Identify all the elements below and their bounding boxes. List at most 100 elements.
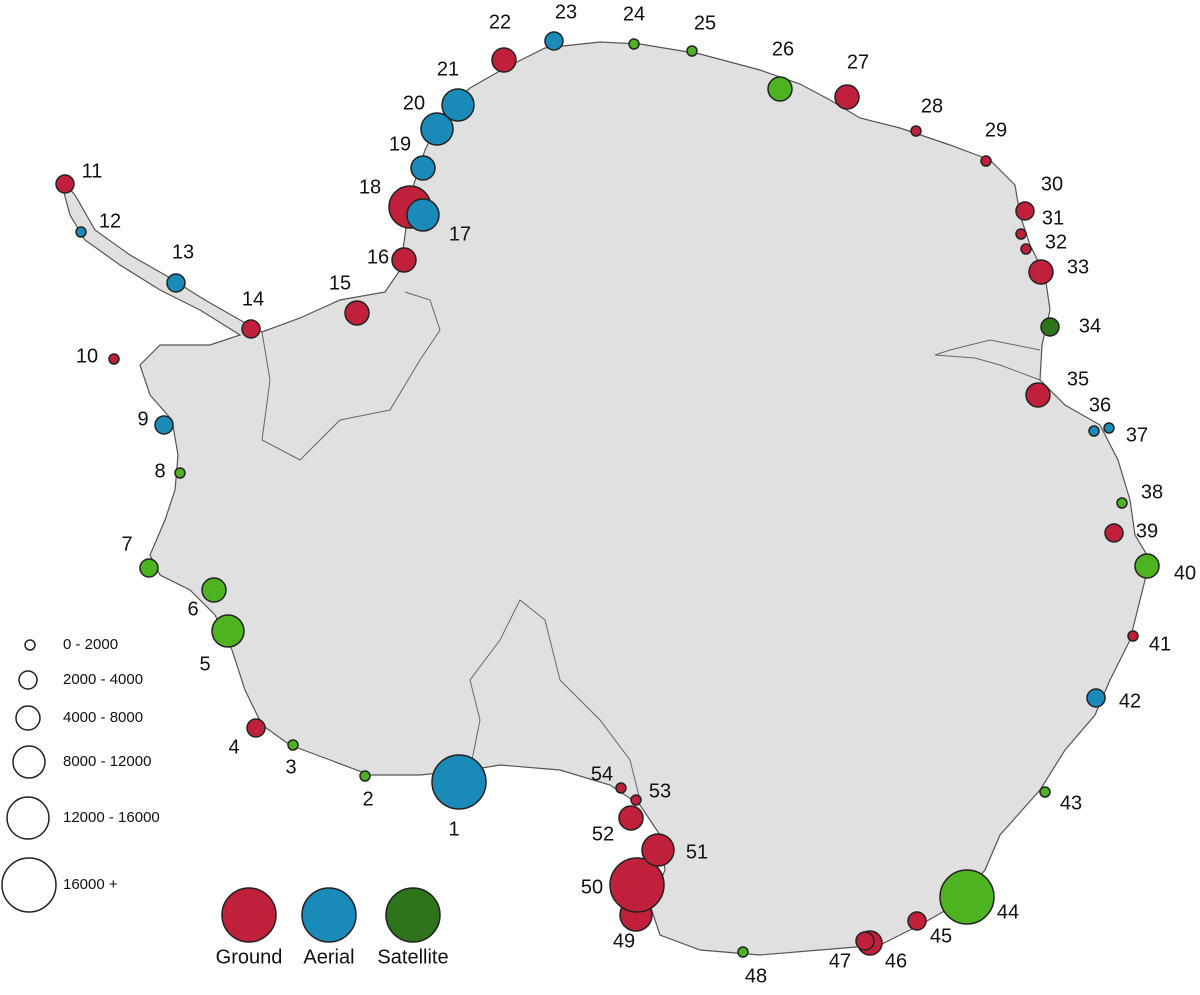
colony-label: 46 — [885, 950, 907, 972]
colony-marker — [108, 353, 120, 365]
colony-marker — [1040, 317, 1060, 337]
colony-marker — [609, 857, 665, 913]
size-legend-label: 4000 - 8000 — [63, 709, 143, 726]
colony-marker — [980, 155, 992, 167]
ice-shelf-outline — [261, 291, 441, 461]
colony-label: 3 — [285, 756, 296, 778]
size-legend-label: 12000 - 16000 — [63, 809, 160, 826]
colony-label: 48 — [745, 965, 767, 987]
colony-label: 15 — [329, 272, 351, 294]
colony-label: 18 — [359, 176, 381, 198]
colony-marker — [420, 112, 454, 146]
colony-label: 50 — [581, 876, 603, 898]
colony-marker — [544, 31, 564, 51]
ice-shelf-outline — [469, 599, 641, 801]
colony-label: 11 — [82, 160, 103, 182]
colony-label: 26 — [772, 38, 794, 60]
colony-marker — [166, 273, 186, 293]
colony-label: 47 — [829, 950, 851, 972]
colony-label: 7 — [121, 533, 132, 555]
colony-label: 43 — [1060, 792, 1082, 814]
colony-label: 16 — [367, 246, 389, 268]
colony-label: 41 — [1149, 633, 1171, 655]
colony-label: 19 — [389, 133, 411, 155]
colony-label: 1 — [448, 818, 459, 840]
colony-marker — [1028, 259, 1054, 285]
colony-marker — [1025, 382, 1051, 408]
colony-label: 45 — [930, 925, 952, 947]
size-legend-circle — [15, 705, 41, 731]
colony-label: 4 — [228, 736, 239, 758]
colony-marker — [737, 946, 749, 958]
colony-marker — [75, 226, 87, 238]
colony-label: 25 — [694, 12, 716, 34]
colony-marker — [910, 125, 922, 137]
colony-marker — [615, 782, 627, 794]
colony-marker — [834, 84, 860, 110]
colony-label: 42 — [1119, 690, 1141, 712]
colony-label: 54 — [591, 763, 613, 785]
size-legend-label: 8000 - 12000 — [63, 753, 151, 770]
colony-label: 2 — [362, 788, 373, 810]
colony-label: 13 — [172, 241, 194, 263]
colony-label: 8 — [154, 460, 165, 482]
colony-marker — [154, 415, 174, 435]
colony-label: 40 — [1174, 562, 1196, 584]
colony-marker — [211, 614, 245, 648]
size-legend-label: 2000 - 4000 — [63, 671, 143, 688]
colony-label: 27 — [847, 51, 869, 73]
colony-label: 9 — [137, 408, 148, 430]
colony-label: 14 — [242, 288, 264, 310]
colony-marker — [410, 155, 436, 181]
colony-label: 51 — [686, 841, 708, 863]
method-legend-label: Aerial — [303, 946, 354, 968]
colony-label: 30 — [1041, 173, 1063, 195]
colony-marker — [1039, 786, 1051, 798]
colony-marker — [246, 718, 266, 738]
size-legend-circle — [18, 670, 38, 690]
colony-label: 6 — [187, 598, 198, 620]
colony-marker — [1088, 425, 1100, 437]
colony-label: 33 — [1067, 256, 1089, 278]
colony-marker — [201, 577, 227, 603]
colony-marker — [767, 76, 793, 102]
method-legend-label: Ground — [216, 946, 283, 968]
ice-shelf-outline — [934, 339, 1041, 381]
colony-label: 31 — [1042, 207, 1064, 229]
colony-label: 34 — [1079, 315, 1101, 337]
size-legend-label: 16000 + — [63, 876, 118, 893]
colony-label: 23 — [555, 1, 577, 23]
colony-label: 53 — [649, 780, 671, 802]
method-legend-circle — [221, 887, 277, 943]
size-legend-circle — [12, 745, 46, 779]
colony-label: 12 — [99, 210, 121, 232]
colony-marker — [1116, 497, 1128, 509]
colony-marker — [1015, 228, 1027, 240]
colony-label: 38 — [1141, 481, 1163, 503]
colony-marker — [618, 805, 644, 831]
colony-marker — [1104, 523, 1124, 543]
size-legend-circle — [24, 639, 36, 651]
colony-marker — [55, 174, 75, 194]
colony-label: 5 — [199, 653, 210, 675]
legend: 0 - 2000 2000 - 4000 4000 - 8000 8000 - 120… — [1, 636, 449, 968]
colony-label: 24 — [623, 3, 645, 25]
colony-label: 10 — [76, 345, 98, 367]
colony-marker — [939, 869, 995, 925]
colony-label: 29 — [985, 119, 1007, 141]
colony-label: 22 — [489, 11, 511, 33]
continent — [59, 41, 1151, 956]
colony-label: 52 — [592, 823, 614, 845]
method-legend-circle — [385, 887, 441, 943]
colony-label: 44 — [997, 901, 1019, 923]
colony-marker — [441, 88, 475, 122]
colony-marker — [630, 794, 642, 806]
colony-marker — [1103, 422, 1115, 434]
colony-marker — [641, 833, 675, 867]
colony-marker — [406, 198, 440, 232]
colony-marker — [391, 247, 417, 273]
colony-label: 35 — [1067, 368, 1089, 390]
colony-marker — [287, 739, 299, 751]
